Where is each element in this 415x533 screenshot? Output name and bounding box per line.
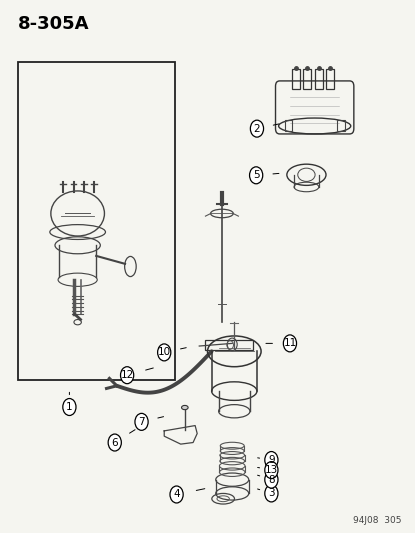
Bar <box>315 69 323 89</box>
Text: 8: 8 <box>268 475 275 484</box>
Circle shape <box>170 486 183 503</box>
Circle shape <box>265 471 278 488</box>
Bar <box>303 69 311 89</box>
Bar <box>326 69 334 89</box>
Text: 5: 5 <box>253 171 259 180</box>
Circle shape <box>250 120 264 137</box>
Circle shape <box>249 167 263 184</box>
Bar <box>337 119 345 131</box>
Text: 12: 12 <box>120 370 134 380</box>
Circle shape <box>265 451 278 469</box>
Text: 10: 10 <box>158 348 171 358</box>
Text: 13: 13 <box>265 465 278 475</box>
Bar <box>285 119 292 131</box>
Circle shape <box>63 399 76 416</box>
Bar <box>205 340 253 350</box>
Circle shape <box>265 485 278 502</box>
Circle shape <box>265 462 278 479</box>
Text: 2: 2 <box>254 124 260 134</box>
Bar <box>18 62 175 381</box>
Text: 94J08  305: 94J08 305 <box>353 516 401 525</box>
Text: 6: 6 <box>112 438 118 448</box>
Circle shape <box>135 414 148 430</box>
Ellipse shape <box>181 406 188 410</box>
Circle shape <box>120 367 134 384</box>
Text: 1: 1 <box>66 402 73 412</box>
Circle shape <box>283 335 297 352</box>
Text: 3: 3 <box>268 488 275 498</box>
Text: 9: 9 <box>268 455 275 465</box>
Text: 7: 7 <box>138 417 145 427</box>
Circle shape <box>158 344 171 361</box>
Text: 4: 4 <box>173 489 180 499</box>
Text: 8-305A: 8-305A <box>18 14 89 33</box>
Circle shape <box>108 434 121 451</box>
Bar <box>292 69 300 89</box>
Text: 11: 11 <box>283 338 297 349</box>
